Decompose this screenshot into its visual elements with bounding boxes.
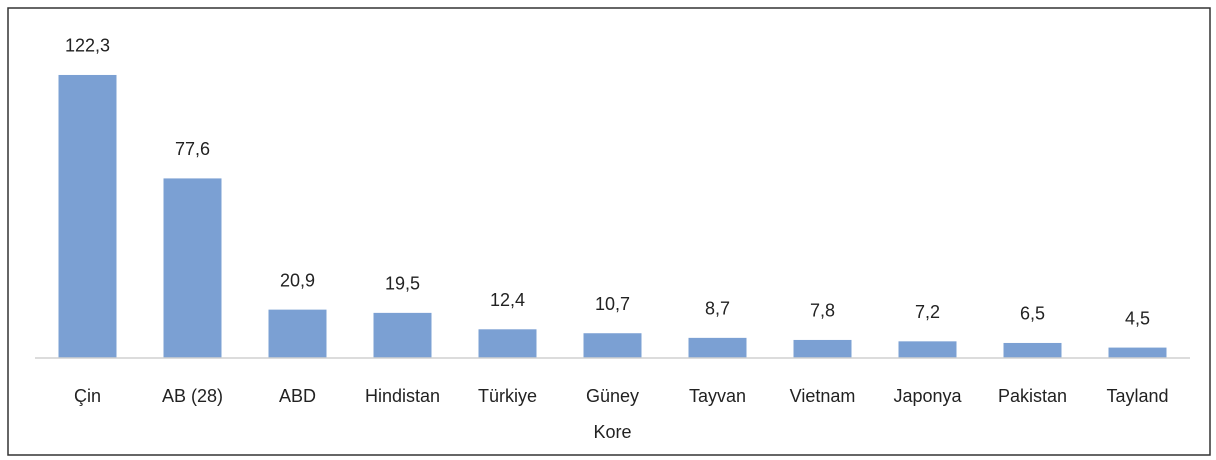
bar [1108, 347, 1167, 358]
value-label: 19,5 [385, 274, 420, 294]
bar [373, 312, 432, 358]
x-tick-label: Güney Kore [586, 386, 639, 442]
x-tick-label: AB (28) [162, 386, 223, 406]
value-label: 7,2 [915, 302, 940, 322]
bar [898, 341, 957, 358]
x-tick-label: Çin [74, 386, 101, 406]
bar [583, 333, 642, 358]
value-label: 10,7 [595, 294, 630, 314]
value-label: 4,5 [1125, 308, 1150, 328]
x-tick-label: Pakistan [998, 386, 1067, 406]
bar [268, 309, 327, 358]
x-tick-label: Tayvan [689, 386, 746, 406]
bar [1003, 342, 1062, 358]
x-tick-label: Türkiye [478, 386, 537, 406]
chart-frame [7, 7, 1211, 456]
bar [688, 337, 747, 358]
bar [793, 339, 852, 358]
bar [163, 178, 222, 358]
bar [58, 74, 117, 358]
value-label: 77,6 [175, 139, 210, 159]
x-tick-label: Japonya [893, 386, 962, 406]
bar [478, 329, 537, 358]
x-tick-label: ABD [279, 386, 316, 406]
x-tick-label: Tayland [1106, 386, 1168, 406]
value-label: 7,8 [810, 301, 835, 321]
x-tick-label: Vietnam [790, 386, 856, 406]
value-label: 8,7 [705, 299, 730, 319]
x-tick-label: Hindistan [365, 386, 440, 406]
value-label: 20,9 [280, 270, 315, 290]
value-label: 6,5 [1020, 304, 1045, 324]
value-label: 122,3 [65, 36, 110, 56]
value-label: 12,4 [490, 290, 525, 310]
